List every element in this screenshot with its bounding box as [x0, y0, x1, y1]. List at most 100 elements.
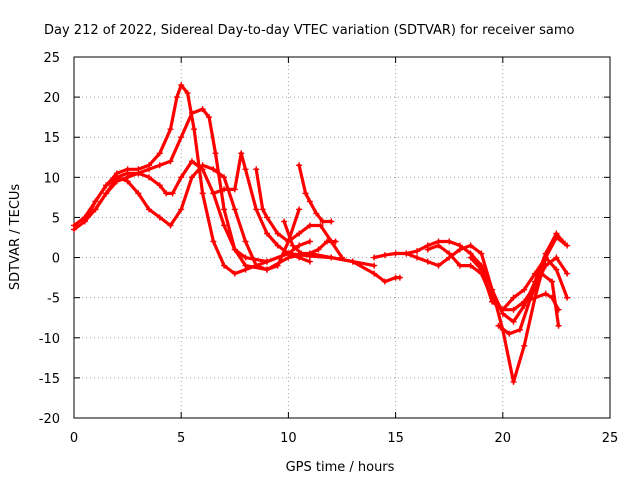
- data-point-marker: [506, 330, 513, 337]
- data-point-marker: [238, 150, 245, 157]
- data-point-marker: [549, 278, 556, 285]
- data-point-marker: [113, 174, 120, 181]
- data-point-marker: [542, 262, 549, 269]
- data-point-marker: [296, 162, 303, 169]
- data-point-marker: [167, 126, 174, 133]
- data-point-marker: [542, 254, 549, 261]
- data-point-marker: [296, 242, 303, 249]
- data-point-marker: [339, 254, 345, 261]
- data-point-marker: [210, 238, 217, 245]
- data-point-marker: [274, 230, 281, 237]
- data-point-marker: [467, 242, 474, 249]
- x-axis-label: GPS time / hours: [286, 460, 395, 475]
- data-point-marker: [313, 210, 320, 217]
- data-point-marker: [555, 322, 562, 329]
- y-tick-label: 0: [52, 252, 60, 267]
- series-line-arc-12: [469, 256, 569, 312]
- data-point-marker: [319, 218, 326, 225]
- data-point-marker: [564, 270, 571, 277]
- data-point-marker: [178, 174, 185, 181]
- data-point-marker: [424, 246, 431, 253]
- data-point-marker: [178, 206, 185, 213]
- data-point-marker: [298, 250, 305, 257]
- data-point-marker: [231, 186, 238, 193]
- data-point-marker: [414, 248, 421, 255]
- y-axis-label: SDTVAR / TECUs: [8, 184, 23, 291]
- data-point-marker: [559, 238, 566, 245]
- data-point-marker: [553, 254, 560, 261]
- data-point-marker: [510, 294, 517, 301]
- data-point-marker: [521, 286, 528, 293]
- data-point-marker: [81, 218, 88, 225]
- data-point-marker: [210, 166, 217, 173]
- y-tick-label: 25: [43, 51, 60, 66]
- data-point-marker: [188, 158, 195, 165]
- data-point-marker: [371, 262, 378, 269]
- data-point-marker: [163, 190, 170, 197]
- grid-lines: [74, 57, 610, 418]
- data-point-marker: [302, 190, 309, 197]
- data-point-marker: [456, 262, 463, 269]
- data-point-marker: [242, 238, 249, 245]
- data-point-marker: [328, 218, 335, 225]
- series-line-arc-6: [254, 167, 344, 260]
- data-point-marker: [531, 270, 538, 277]
- data-point-marker: [103, 182, 110, 189]
- data-point-marker: [478, 250, 485, 257]
- x-tick-label: 20: [495, 431, 512, 446]
- data-point-marker: [242, 254, 249, 261]
- x-tick-label: 25: [602, 431, 619, 446]
- data-point-marker: [381, 278, 388, 285]
- data-point-marker: [221, 174, 228, 181]
- data-point-marker: [553, 266, 560, 273]
- data-point-marker: [521, 342, 528, 349]
- data-point-marker: [146, 166, 153, 173]
- data-point-marker: [553, 230, 560, 237]
- data-point-marker: [296, 206, 303, 213]
- data-point-marker: [403, 250, 410, 257]
- y-tick-label: 15: [43, 131, 60, 146]
- data-point-marker: [555, 306, 562, 313]
- data-point-marker: [212, 150, 219, 157]
- data-point-marker: [263, 266, 270, 273]
- data-point-marker: [289, 242, 296, 249]
- y-tick-label: 20: [43, 91, 60, 106]
- x-tick-label: 10: [280, 431, 297, 446]
- series-line-arc-11: [426, 243, 569, 312]
- data-point-marker: [156, 214, 163, 221]
- data-point-marker: [146, 206, 153, 213]
- data-point-marker: [478, 266, 485, 273]
- data-point-marker: [263, 258, 270, 265]
- data-point-marker: [199, 106, 206, 113]
- data-point-marker: [435, 242, 442, 249]
- y-tick-label: -10: [39, 332, 60, 347]
- y-tick-label: -5: [47, 292, 60, 307]
- data-point-marker: [274, 242, 281, 249]
- data-point-marker: [414, 254, 421, 261]
- data-point-marker: [510, 306, 517, 313]
- data-point-marker: [92, 198, 99, 205]
- data-point-marker: [231, 246, 238, 253]
- data-point-marker: [169, 190, 176, 197]
- data-point-marker: [564, 242, 571, 249]
- data-point-marker: [199, 190, 206, 197]
- data-point-marker: [221, 206, 228, 213]
- data-point-marker: [510, 318, 517, 325]
- data-point-marker: [242, 166, 249, 173]
- data-point-marker: [306, 258, 313, 265]
- data-point-marker: [135, 170, 142, 177]
- y-tick-labels: 25 20 15 10 5 0 -5 -10 -15 -20: [39, 51, 60, 427]
- data-point-marker: [253, 262, 260, 269]
- data-point-marker: [328, 254, 335, 261]
- data-point-marker: [146, 174, 153, 181]
- y-tick-label: -20: [39, 412, 60, 427]
- data-point-marker: [156, 162, 163, 169]
- data-point-marker: [231, 270, 238, 277]
- data-point-marker: [167, 158, 174, 165]
- data-point-marker: [315, 246, 322, 253]
- data-point-marker: [446, 238, 453, 245]
- data-point-marker: [531, 294, 538, 301]
- data-point-marker: [521, 298, 528, 305]
- data-point-marker: [206, 114, 213, 121]
